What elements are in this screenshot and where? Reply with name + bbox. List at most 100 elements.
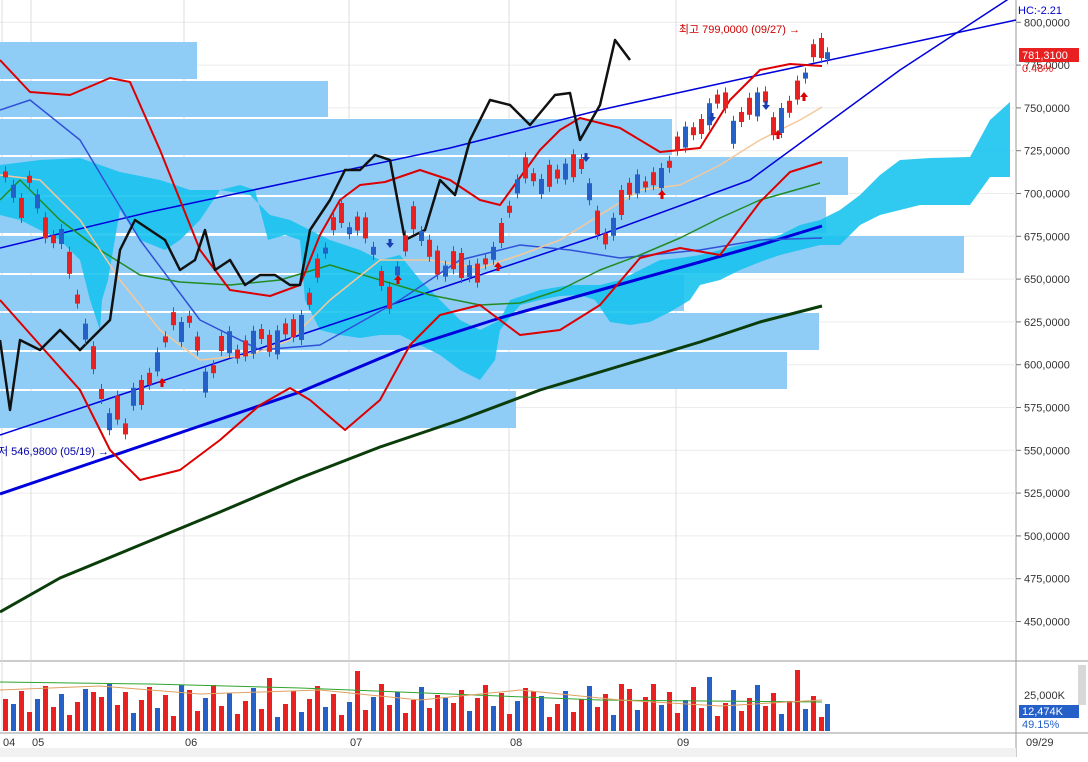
volume-bar (419, 687, 424, 731)
price-tick-label: 800,0000 (1024, 17, 1070, 29)
low-annotation: 저 546,9800 (05/19) → (0, 445, 109, 458)
mid-ma-line (0, 179, 821, 306)
candle-body (19, 198, 24, 218)
candle-body (67, 251, 72, 274)
volume-bar (299, 712, 304, 731)
candle-body (315, 258, 320, 278)
volume-bar (771, 693, 776, 731)
current-date-label: 09/29 (1026, 737, 1054, 749)
candle-body (699, 119, 704, 134)
volume-bar (611, 715, 616, 731)
volume-bar (595, 707, 600, 731)
candle-body (755, 92, 760, 117)
volume-bar (475, 698, 480, 731)
candle-body (163, 336, 168, 343)
candle-body (667, 160, 672, 168)
volume-bar (35, 699, 40, 731)
candle-body (819, 38, 824, 58)
price-tick-label: 700,0000 (1024, 189, 1070, 201)
volume-bar (235, 714, 240, 731)
sell-signal-arrow (582, 153, 590, 162)
volume-bar (443, 698, 448, 731)
candle-body (75, 294, 80, 304)
buy-signal-arrow (494, 262, 502, 271)
candle-body (795, 80, 800, 100)
candle-body (451, 251, 456, 270)
volume-bar (715, 716, 720, 731)
candle-body (803, 72, 808, 79)
volume-bar (179, 685, 184, 731)
price-tick-label: 450,0000 (1024, 617, 1070, 629)
candle-body (435, 250, 440, 275)
candle-body (547, 164, 552, 187)
price-tick-label: 575,0000 (1024, 403, 1070, 415)
volume-axis-label: 25,000K (1024, 690, 1066, 702)
volume-bar (825, 704, 830, 731)
candle-body (579, 159, 584, 169)
price-tick-label: 675,0000 (1024, 231, 1070, 243)
volume-bar (371, 697, 376, 731)
chart-scrollbar[interactable] (0, 748, 1016, 757)
price-tick-label: 625,0000 (1024, 317, 1070, 329)
candle-body (387, 286, 392, 309)
candle-body (467, 265, 472, 278)
volume-bar (315, 686, 320, 731)
volume-bar (459, 690, 464, 731)
candle-body (355, 216, 360, 231)
candle-body (771, 117, 776, 136)
price-tick-label: 500,0000 (1024, 531, 1070, 543)
volume-profile-bar (0, 352, 787, 389)
volume-bar (779, 714, 784, 731)
candle-body (475, 263, 480, 283)
volume-bar (51, 707, 56, 731)
month-label: 04 (3, 737, 15, 749)
volume-bar (619, 684, 624, 731)
volume-bar (259, 709, 264, 731)
candle-body (499, 223, 504, 243)
month-label: 09 (677, 737, 689, 749)
volume-bar (243, 701, 248, 731)
volume-bar (163, 695, 168, 731)
price-tick-label: 550,0000 (1024, 445, 1070, 457)
volume-bar (691, 687, 696, 731)
candle-body (683, 126, 688, 148)
volume-bar (643, 697, 648, 731)
buy-signal-arrow (774, 130, 782, 139)
volume-bar (755, 685, 760, 731)
volume-bar (195, 711, 200, 731)
buy-signal-arrow (658, 190, 666, 199)
candle-body (363, 217, 368, 239)
candle-body (195, 336, 200, 351)
candle-body (227, 331, 232, 354)
candle-body (395, 266, 400, 276)
volume-bar (363, 710, 368, 731)
volume-bar (507, 714, 512, 731)
volume-bar (483, 685, 488, 731)
candle-body (51, 235, 56, 244)
volume-bar (307, 699, 312, 731)
volume-bar (275, 717, 280, 731)
volume-bar (355, 671, 360, 731)
candle-body (747, 97, 752, 115)
candle-body (531, 173, 536, 182)
support-trendline-thick (0, 224, 823, 496)
candle-body (459, 253, 464, 278)
volume-bar (803, 709, 808, 731)
volume-bar (267, 678, 272, 731)
lagging-span-line (0, 38, 631, 412)
volume-scroll-handle[interactable] (1078, 665, 1086, 705)
volume-bar (395, 692, 400, 731)
lower-trendline (0, 0, 1009, 436)
candle-body (379, 271, 384, 286)
candle-body (35, 194, 40, 209)
volume-bar (659, 705, 664, 731)
upper-trendline (0, 19, 1017, 249)
volume-bar (3, 699, 8, 731)
volume-bar (795, 670, 800, 731)
candle-body (739, 112, 744, 122)
candle-body (347, 227, 352, 235)
candle-body (635, 174, 640, 194)
candle-body (283, 323, 288, 335)
candle-body (131, 387, 136, 406)
